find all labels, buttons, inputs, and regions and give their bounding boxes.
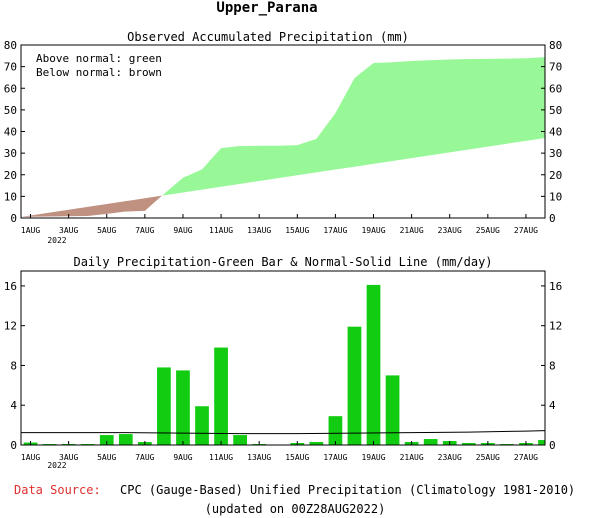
acc-ytick-label-right: 80: [549, 39, 562, 52]
daily-xtick-label: 19AUG: [361, 453, 385, 462]
data-source-label: Data Source:: [14, 483, 101, 497]
daily-xtick-label: 3AUG: [59, 453, 78, 462]
acc-xtick-label: 9AUG: [173, 226, 192, 235]
daily-ytick-label-right: 8: [549, 359, 556, 372]
above-normal-area: [162, 57, 546, 196]
acc-xtick-label: 11AUG: [209, 226, 233, 235]
daily-bar: [99, 435, 114, 445]
acc-ytick-label-left: 40: [4, 126, 17, 139]
below-normal-area: [21, 195, 163, 217]
daily-ytick-label-left: 12: [4, 320, 17, 333]
daily-ytick-label-right: 16: [549, 280, 562, 293]
acc-ytick-label-left: 50: [4, 104, 17, 117]
daily-bar: [214, 347, 228, 445]
daily-bar: [118, 434, 133, 445]
acc-ytick-label-left: 20: [4, 169, 17, 182]
acc-ytick-label-left: 70: [4, 61, 17, 74]
daily-xtick-label: 1AUG: [21, 453, 40, 462]
daily-ytick-label-right: 12: [549, 320, 562, 333]
normal-line: [21, 430, 546, 435]
acc-ytick-label-right: 30: [549, 147, 562, 160]
daily-bar: [538, 440, 545, 445]
daily-bar: [461, 443, 476, 445]
acc-ytick-label-right: 50: [549, 104, 562, 117]
daily-xtick-label: 11AUG: [209, 453, 233, 462]
daily-bar: [157, 367, 171, 445]
daily-year-label: 2022: [47, 461, 66, 470]
daily-bar: [347, 326, 362, 445]
acc-ytick-label-left: 80: [4, 39, 17, 52]
accumulated-precip-panel: Observed Accumulated Precipitation (mm) …: [4, 30, 563, 245]
daily-bar: [195, 406, 209, 445]
daily-bar: [328, 416, 343, 445]
acc-xtick-label: 1AUG: [21, 226, 40, 235]
acc-ytick-label-left: 30: [4, 147, 17, 160]
daily-xtick-label: 5AUG: [97, 453, 116, 462]
daily-bar: [366, 284, 381, 445]
daily-ytick-label-left: 8: [10, 359, 17, 372]
daily-xtick-label: 21AUG: [400, 453, 424, 462]
acc-xtick-label: 15AUG: [285, 226, 309, 235]
daily-xtick-label: 27AUG: [514, 453, 538, 462]
daily-xtick-label: 9AUG: [173, 453, 192, 462]
acc-ytick-label-right: 0: [549, 212, 556, 225]
daily-bar: [233, 435, 247, 445]
acc-xtick-label: 13AUG: [247, 226, 271, 235]
daily-xtick-label: 23AUG: [438, 453, 462, 462]
daily-ytick-label-left: 4: [10, 399, 17, 412]
acc-xtick-label: 19AUG: [361, 226, 385, 235]
daily-xtick-label: 15AUG: [285, 453, 309, 462]
accumulated-chart-title: Observed Accumulated Precipitation (mm): [127, 30, 409, 44]
acc-xtick-label: 25AUG: [476, 226, 500, 235]
accumulated-year-label: 2022: [47, 236, 66, 245]
acc-xtick-label: 27AUG: [514, 226, 538, 235]
figure-title: Upper_Parana: [216, 0, 317, 16]
daily-precip-panel: Daily Precipitation-Green Bar & Normal-S…: [4, 255, 563, 470]
acc-xtick-label: 5AUG: [97, 226, 116, 235]
daily-xtick-label: 17AUG: [323, 453, 347, 462]
acc-ytick-label-left: 0: [10, 212, 17, 225]
daily-ytick-label-right: 4: [549, 399, 556, 412]
acc-ytick-label-right: 60: [549, 82, 562, 95]
acc-ytick-label-right: 70: [549, 61, 562, 74]
acc-ytick-label-left: 10: [4, 190, 17, 203]
acc-ytick-label-right: 40: [549, 126, 562, 139]
daily-ytick-label-left: 16: [4, 280, 17, 293]
acc-xtick-label: 7AUG: [135, 226, 154, 235]
acc-xtick-label: 23AUG: [438, 226, 462, 235]
daily-bar: [176, 370, 190, 445]
acc-ytick-label-right: 10: [549, 190, 562, 203]
daily-plot-frame: [20, 270, 546, 446]
acc-xtick-label: 17AUG: [323, 226, 347, 235]
daily-xtick-label: 13AUG: [247, 453, 271, 462]
daily-xtick-label: 7AUG: [135, 453, 154, 462]
updated-text: (updated on 00Z28AUG2022): [205, 502, 386, 516]
acc-ytick-label-right: 20: [549, 169, 562, 182]
daily-xtick-label: 25AUG: [476, 453, 500, 462]
daily-ytick-label-right: 0: [549, 439, 556, 452]
daily-bar: [309, 442, 324, 445]
data-source-text: CPC (Gauge-Based) Unified Precipitation …: [120, 483, 575, 497]
daily-bar: [423, 439, 438, 445]
acc-ytick-label-left: 60: [4, 82, 17, 95]
daily-bar: [385, 375, 400, 445]
annotation-above-normal: Above normal: green: [36, 52, 162, 65]
daily-chart-title: Daily Precipitation-Green Bar & Normal-S…: [73, 255, 492, 269]
annotation-below-normal: Below normal: brown: [36, 66, 162, 79]
acc-xtick-label: 3AUG: [59, 226, 78, 235]
acc-xtick-label: 21AUG: [400, 226, 424, 235]
daily-ytick-label-left: 0: [10, 439, 17, 452]
